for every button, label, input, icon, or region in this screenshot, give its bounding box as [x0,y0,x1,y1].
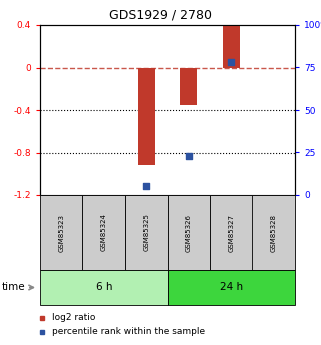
Text: percentile rank within the sample: percentile rank within the sample [52,327,205,336]
Text: 24 h: 24 h [220,283,243,293]
Point [229,60,234,65]
Bar [180,68,197,105]
Bar [223,25,240,68]
Text: GDS1929 / 2780: GDS1929 / 2780 [109,8,212,21]
Point [144,184,149,189]
Text: GSM85324: GSM85324 [101,214,107,252]
Text: 6 h: 6 h [96,283,112,293]
Point [186,153,191,159]
Text: GSM85328: GSM85328 [271,214,277,252]
Text: GSM85325: GSM85325 [143,214,149,252]
Text: GSM85323: GSM85323 [58,214,64,252]
Text: time: time [2,283,26,293]
Text: log2 ratio: log2 ratio [52,314,95,323]
Bar [138,68,155,165]
Text: GSM85327: GSM85327 [228,214,234,252]
Text: GSM85326: GSM85326 [186,214,192,252]
